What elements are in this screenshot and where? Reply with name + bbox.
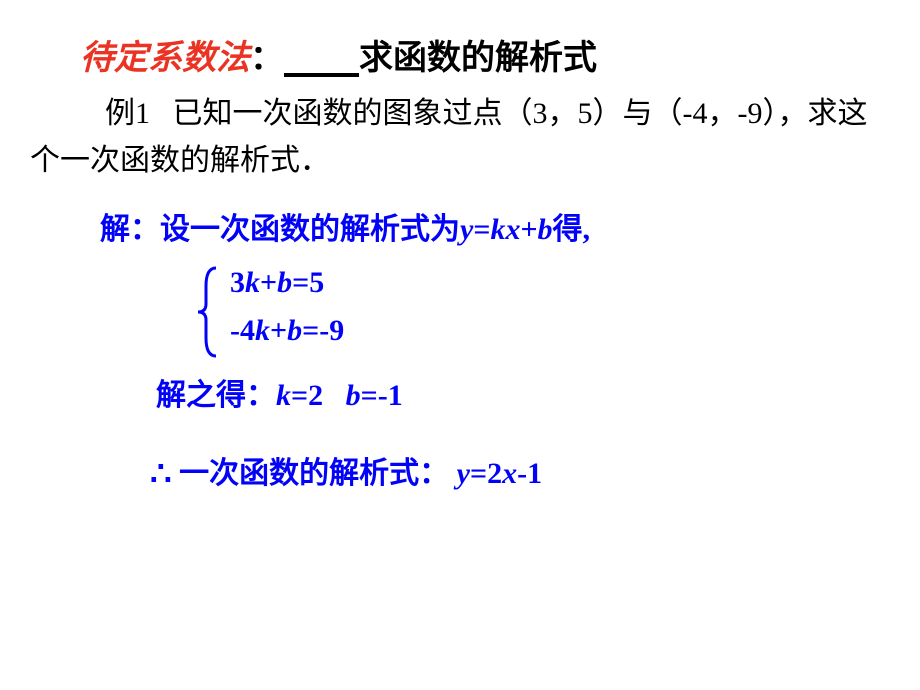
intro-y: y [460, 213, 473, 246]
eq2-coef: -4 [230, 314, 255, 347]
title-subtitle: 求函数的解析式 [359, 40, 597, 77]
conclusion: ∴ 一次函数的解析式： y=2x-1 [150, 448, 900, 494]
solve-k-val: =2 [291, 379, 323, 412]
therefore-eq: = [470, 457, 487, 490]
page-title: 待定系数法： 求函数的解析式 [80, 30, 900, 79]
therefore-coef: 2 [487, 457, 502, 490]
title-underline [284, 73, 359, 77]
eq2-k: k [255, 314, 270, 347]
eq1-b: b [277, 266, 292, 299]
intro-bold: 一次函数的解析式为 [190, 213, 460, 246]
left-brace-icon [196, 266, 220, 358]
therefore-y: y [457, 457, 470, 490]
eq1-plus: + [260, 266, 277, 299]
eq2-b: b [287, 314, 302, 347]
intro-eq: = [473, 213, 490, 246]
therefore-const: -1 [517, 457, 542, 490]
intro-k: k [490, 213, 505, 246]
solve-result: 解之得：k=2 b=-1 [156, 370, 900, 414]
intro-suffix: 得, [553, 213, 591, 246]
intro-b: b [538, 213, 553, 246]
equation-2: -4k+b=-9 [220, 314, 900, 348]
therefore-symbol: ∴ [150, 456, 172, 493]
intro-x: x [505, 213, 520, 246]
intro-prefix: 解：设 [100, 213, 190, 246]
solve-b-val: =-1 [361, 379, 403, 412]
eq1-eq: =5 [292, 266, 324, 299]
solve-label: 解之得： [156, 379, 276, 412]
therefore-x: x [502, 457, 517, 490]
eq1-k: k [245, 266, 260, 299]
title-colon: ： [250, 40, 284, 77]
solution-intro: 解：设一次函数的解析式为y=kx+b得, [100, 204, 900, 248]
title-method: 待定系数法 [80, 40, 250, 77]
equation-system: 3k+b=5 -4k+b=-9 [220, 266, 900, 348]
intro-plus: + [520, 213, 537, 246]
solve-k-var: k [276, 379, 291, 412]
equation-1: 3k+b=5 [220, 266, 900, 300]
eq2-eq: =-9 [302, 314, 344, 347]
problem-body: 已知一次函数的图象过点（3，5）与（-4，-9），求这个一次函数的解析式． [30, 97, 867, 177]
eq1-coef: 3 [230, 266, 245, 299]
solve-b-var: b [346, 379, 361, 412]
problem-text: 例1 已知一次函数的图象过点（3，5）与（-4，-9），求这个一次函数的解析式． [30, 91, 890, 184]
eq2-plus: + [270, 314, 287, 347]
problem-label: 例1 [105, 97, 150, 130]
therefore-cn: 一次函数的解析式： [179, 457, 449, 490]
slide-container: 待定系数法： 求函数的解析式 例1 已知一次函数的图象过点（3，5）与（-4，-9… [0, 0, 920, 514]
